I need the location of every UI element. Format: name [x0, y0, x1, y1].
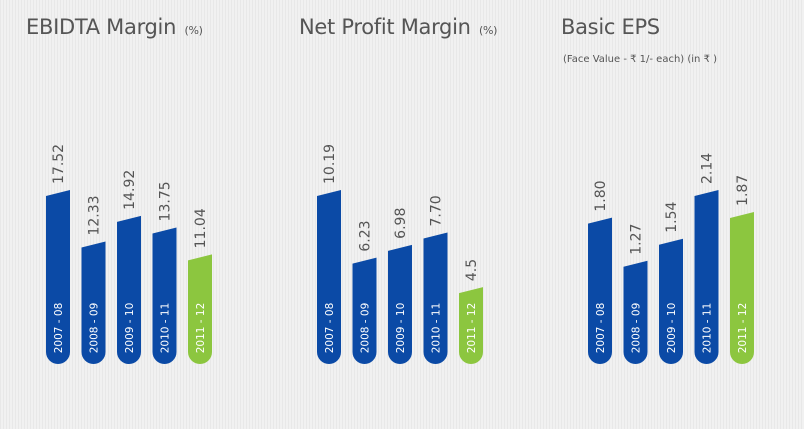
net-profit-margin-category-label: 2008 - 09 — [360, 303, 372, 354]
net-profit-margin-value-label: 6.98 — [393, 208, 409, 239]
basic-eps-category-label: 2007 - 08 — [595, 303, 607, 354]
net-profit-margin-category-label: 2007 - 08 — [324, 303, 336, 354]
ebidta-margin-bar — [117, 215, 141, 364]
basic-eps-value-label: 1.54 — [664, 202, 680, 233]
ebidta-margin-value-label: 14.92 — [122, 170, 138, 210]
ebidta-margin-category-label: 2007 - 08 — [53, 303, 65, 354]
net-profit-margin-bar — [317, 190, 341, 364]
basic-eps-bar — [694, 190, 719, 364]
basic-eps-value-label: 1.80 — [593, 180, 609, 211]
ebidta-margin-chart: 2007 - 08 17.52 2008 - 09 12.33 2009 - 10 14.… — [46, 144, 212, 364]
basic-eps-category-label: 2011 - 12 — [737, 303, 749, 354]
ebidta-margin-category-label: 2011 - 12 — [195, 303, 207, 354]
net-profit-margin-value-label: 6.23 — [358, 220, 374, 251]
ebidta-margin-value-label: 12.33 — [87, 195, 103, 235]
ebidta-margin-bar — [46, 190, 70, 364]
basic-eps-chart: 2007 - 08 1.80 2008 - 09 1.27 2009 - 10 1.54 2… — [588, 153, 754, 364]
net-profit-margin-chart: 2007 - 08 10.19 2008 - 09 6.23 2009 - 10 6.98… — [317, 144, 483, 364]
basic-eps-subtitle: (Face Value - ₹ 1/- each) (in ₹ ) — [563, 54, 718, 65]
basic-eps-category-label: 2008 - 09 — [631, 303, 643, 354]
basic-eps-value-label: 1.27 — [629, 224, 645, 255]
basic-eps-bar — [730, 211, 754, 364]
basic-eps-value-label: 1.87 — [735, 175, 751, 206]
basic-eps-value-label: 2.14 — [700, 153, 716, 184]
ebidta-margin-category-label: 2008 - 09 — [89, 303, 101, 354]
net-profit-margin-bar — [423, 232, 448, 364]
ebidta-margin-category-label: 2009 - 10 — [124, 303, 136, 354]
basic-eps-bar — [588, 217, 612, 364]
basic-eps-bar — [623, 260, 648, 364]
net-profit-margin-category-label: 2010 - 11 — [431, 303, 443, 354]
net-profit-margin-category-label: 2009 - 10 — [395, 303, 407, 354]
net-profit-margin-value-label: 4.5 — [464, 259, 480, 281]
ebidta-margin-bar — [152, 227, 177, 364]
net-profit-margin-title: Net Profit Margin (%) — [299, 15, 498, 39]
basic-eps-category-label: 2009 - 10 — [666, 303, 678, 354]
ebidta-margin-bar — [188, 254, 212, 364]
net-profit-margin-bar — [352, 257, 377, 364]
ebidta-margin-bar — [81, 241, 106, 364]
net-profit-margin-value-label: 10.19 — [322, 144, 338, 184]
ebidta-margin-category-label: 2010 - 11 — [160, 303, 172, 354]
basic-eps-title: Basic EPS — [561, 15, 660, 39]
net-profit-margin-category-label: 2011 - 12 — [466, 303, 478, 354]
ebidta-margin-value-label: 17.52 — [51, 144, 67, 184]
ebidta-margin-value-label: 11.04 — [193, 208, 209, 248]
net-profit-margin-unit: (%) — [479, 24, 498, 37]
basic-eps-category-label: 2010 - 11 — [702, 303, 714, 354]
ebidta-margin-unit: (%) — [184, 24, 203, 37]
basic-eps-bar — [659, 238, 683, 364]
ebidta-margin-value-label: 13.75 — [158, 181, 174, 221]
net-profit-margin-bar — [459, 287, 483, 364]
net-profit-margin-value-label: 7.70 — [429, 195, 445, 226]
ebidta-margin-title: EBIDTA Margin (%) — [26, 15, 203, 39]
net-profit-margin-bar — [388, 244, 412, 364]
